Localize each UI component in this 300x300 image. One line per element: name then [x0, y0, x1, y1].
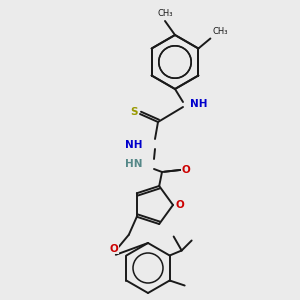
Text: NH: NH — [190, 99, 208, 109]
Text: CH₃: CH₃ — [212, 26, 228, 35]
Text: O: O — [182, 165, 190, 175]
Text: O: O — [110, 244, 118, 254]
Text: CH₃: CH₃ — [157, 9, 173, 18]
Text: NH: NH — [125, 140, 143, 150]
Text: HN: HN — [124, 159, 142, 169]
Text: O: O — [176, 200, 184, 210]
Text: S: S — [130, 107, 138, 117]
